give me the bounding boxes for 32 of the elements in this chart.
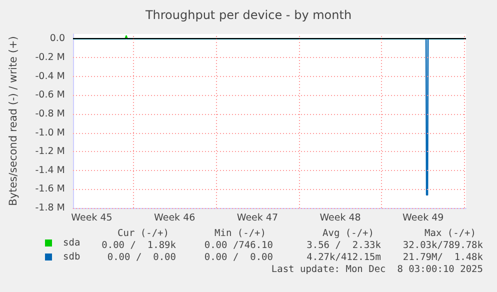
text: 0.00 / 0.00 [107, 252, 176, 263]
y-tick-label: -1.2 M [35, 146, 65, 158]
text: Avg (-/+) [322, 228, 374, 239]
text: 21.79M/ 1.48k [402, 252, 483, 263]
text: 4.27k/412.15m [306, 252, 381, 263]
text: 0.00 / 0.00 [204, 252, 273, 263]
y-tick-label: 0.0 [50, 33, 65, 44]
text: Cur (-/+) [118, 228, 169, 239]
text: 0.00 /746.10 [204, 240, 273, 251]
text: Max (-/+) [424, 228, 476, 239]
x-tick-label: Week 46 [154, 212, 196, 224]
y-tick-label: -0.4 M [35, 70, 65, 82]
x-tick-label: Week 47 [236, 212, 278, 224]
y-tick-label: -0.6 M [35, 90, 65, 101]
x-tick-label: Week 45 [71, 212, 112, 224]
y-tick-label: -1.0 M [35, 127, 65, 138]
x-tick-label: Week 48 [320, 212, 361, 224]
y-tick-label: -1.4 M [35, 164, 65, 176]
text: 0.00 / 1.89k [102, 240, 176, 251]
legend-label: sdb [63, 252, 80, 262]
y-axis-title: Bytes/second read (-) / write (+) [8, 36, 20, 206]
chart-title: Throughput per device - by month [144, 8, 352, 22]
text: Min (-/+) [214, 228, 266, 239]
text: Last update: Mon Dec 8 03:00:10 2025 [271, 264, 483, 275]
legend-label: sda [63, 238, 80, 248]
y-tick-label: -0.8 M [35, 108, 65, 120]
y-tick-label: -1.8 M [35, 202, 65, 214]
text: 3.56 / 2.33k [306, 240, 381, 251]
y-tick-label: -1.6 M [35, 184, 65, 195]
y-tick-label: -0.2 M [35, 52, 65, 64]
x-tick-label: Week 49 [402, 212, 444, 224]
text: 32.03k/789.78k [402, 240, 483, 251]
